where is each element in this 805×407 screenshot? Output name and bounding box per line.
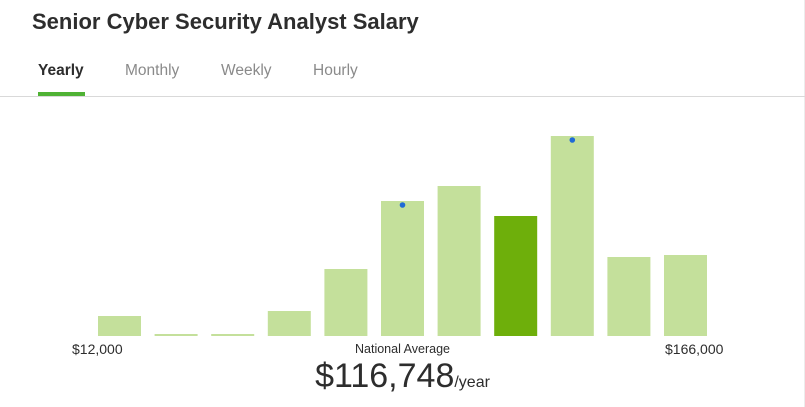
tab-weekly[interactable]: Weekly	[221, 62, 272, 79]
bar-marker-dot	[569, 137, 576, 143]
histogram-bar[interactable]	[437, 186, 481, 336]
tab-yearly[interactable]: Yearly	[38, 62, 84, 79]
histogram-bar[interactable]	[381, 201, 424, 336]
histogram-bar[interactable]	[98, 316, 141, 336]
histogram-bar[interactable]	[550, 136, 594, 336]
histogram-bar[interactable]	[211, 334, 255, 336]
active-tab-indicator	[38, 92, 85, 96]
histogram-bar[interactable]	[607, 257, 651, 336]
tab-monthly[interactable]: Monthly	[125, 62, 180, 79]
axis-min-label: $12,000	[72, 341, 123, 357]
tab-hourly[interactable]: Hourly	[313, 62, 358, 79]
national-average-value: $116,748/year	[0, 357, 805, 396]
salary-distribution-chart	[98, 136, 707, 336]
histogram-bar[interactable]	[324, 269, 368, 336]
page-title: Senior Cyber Security Analyst Salary	[32, 9, 419, 34]
average-unit: /year	[454, 374, 490, 391]
national-average-label: National Average	[355, 342, 450, 356]
histogram-bar[interactable]	[267, 311, 311, 336]
histogram-bar[interactable]	[154, 334, 198, 336]
average-amount: $116,748	[315, 357, 455, 395]
axis-max-label: $166,000	[665, 341, 724, 357]
histogram-bar[interactable]	[664, 255, 707, 336]
bar-marker-dot	[399, 202, 406, 208]
pay-period-tabs: Yearly Monthly Weekly Hourly	[0, 52, 805, 97]
histogram-bar-average[interactable]	[494, 216, 538, 336]
